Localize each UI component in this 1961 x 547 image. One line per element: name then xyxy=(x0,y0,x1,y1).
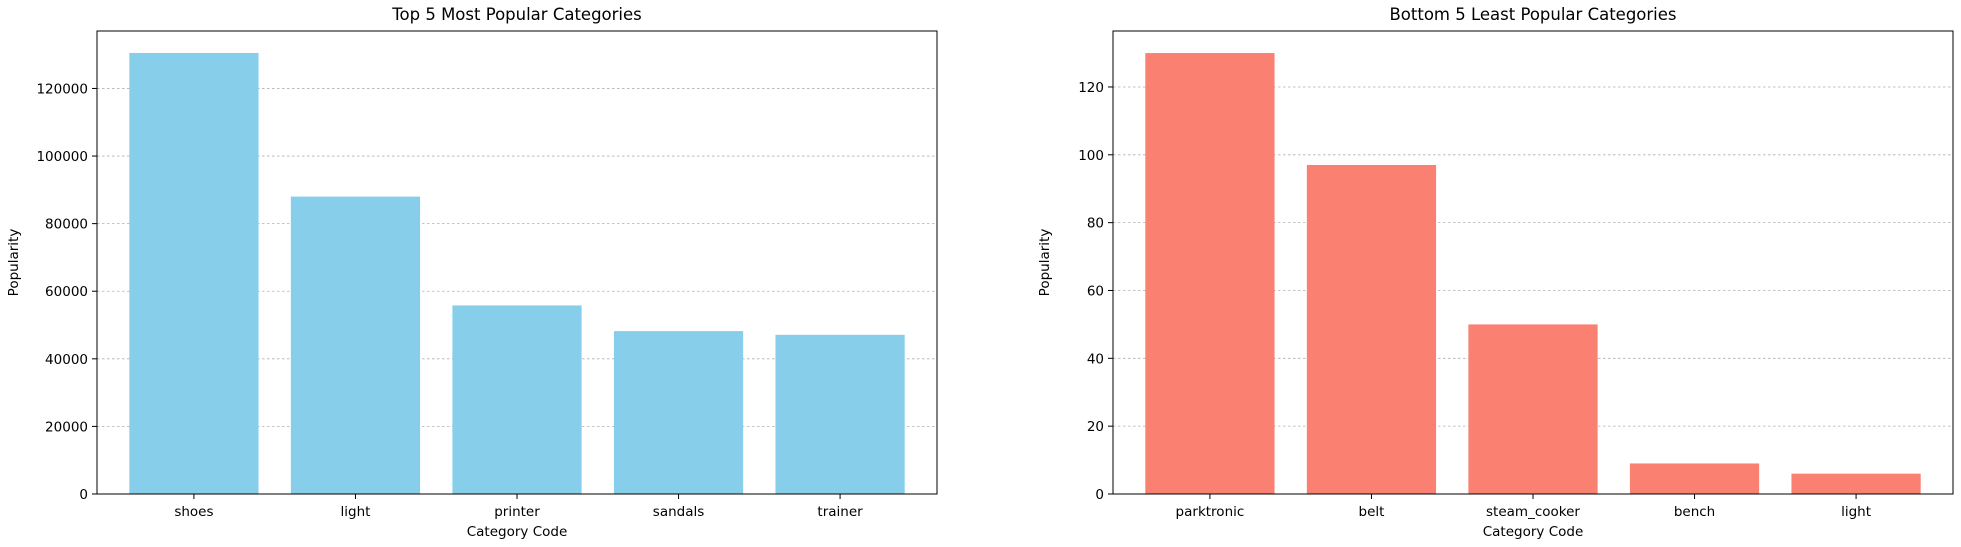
y-tick-label: 60000 xyxy=(45,284,88,300)
chart-title: Bottom 5 Least Popular Categories xyxy=(1389,5,1676,24)
chart-2: parktronic belt steam_cooker bench light 0 20 4… xyxy=(1037,5,1954,540)
bar-printer xyxy=(452,305,582,494)
x-tick-label: belt xyxy=(1359,504,1385,520)
y-tick-label: 20 xyxy=(1087,419,1104,435)
bar-steam_cooker xyxy=(1468,324,1598,494)
bar-shoes xyxy=(129,52,259,494)
y-tick-label: 40000 xyxy=(45,352,88,368)
x-tick-label: steam_cooker xyxy=(1486,504,1580,520)
x-tick-label: parktronic xyxy=(1176,504,1245,520)
plot-frame xyxy=(96,30,938,495)
y-tick-label: 20000 xyxy=(45,419,88,435)
bar-bench xyxy=(1629,463,1760,494)
x-axis-label: Category Code xyxy=(467,524,568,540)
bar-trainer xyxy=(775,334,905,494)
y-tick-label: 120000 xyxy=(36,81,88,97)
bar-light xyxy=(290,196,421,494)
y-tick-label: 80000 xyxy=(45,217,88,233)
chart-title: Top 5 Most Popular Categories xyxy=(391,5,642,24)
x-tick-label: shoes xyxy=(174,504,213,520)
x-tick-label: sandals xyxy=(653,504,705,520)
y-tick-label: 120 xyxy=(1078,80,1104,96)
x-axis-label: Category Code xyxy=(1483,524,1584,540)
y-tick-label: 0 xyxy=(79,487,88,503)
bar-light xyxy=(1791,473,1921,494)
y-axis-label: Popularity xyxy=(6,229,22,297)
y-tick-label: 60 xyxy=(1087,283,1104,299)
x-tick-label: light xyxy=(341,504,371,520)
y-tick-label: 40 xyxy=(1087,351,1104,367)
x-tick-label: trainer xyxy=(817,504,863,520)
y-axis-label: Popularity xyxy=(1037,229,1053,297)
chart-1: shoes light printer sandals trainer 0 20000 400… xyxy=(6,5,938,540)
bar-belt xyxy=(1306,164,1437,494)
plot-frame xyxy=(1112,30,1954,495)
bar-parktronic xyxy=(1145,53,1275,495)
x-tick-label: printer xyxy=(494,504,540,520)
bar-sandals xyxy=(613,331,744,494)
y-tick-label: 100000 xyxy=(36,149,88,165)
x-tick-label: light xyxy=(1841,504,1871,520)
y-tick-label: 100 xyxy=(1078,148,1104,164)
y-tick-label: 80 xyxy=(1087,216,1104,232)
x-tick-label: bench xyxy=(1674,504,1715,520)
y-tick-label: 0 xyxy=(1095,487,1104,503)
